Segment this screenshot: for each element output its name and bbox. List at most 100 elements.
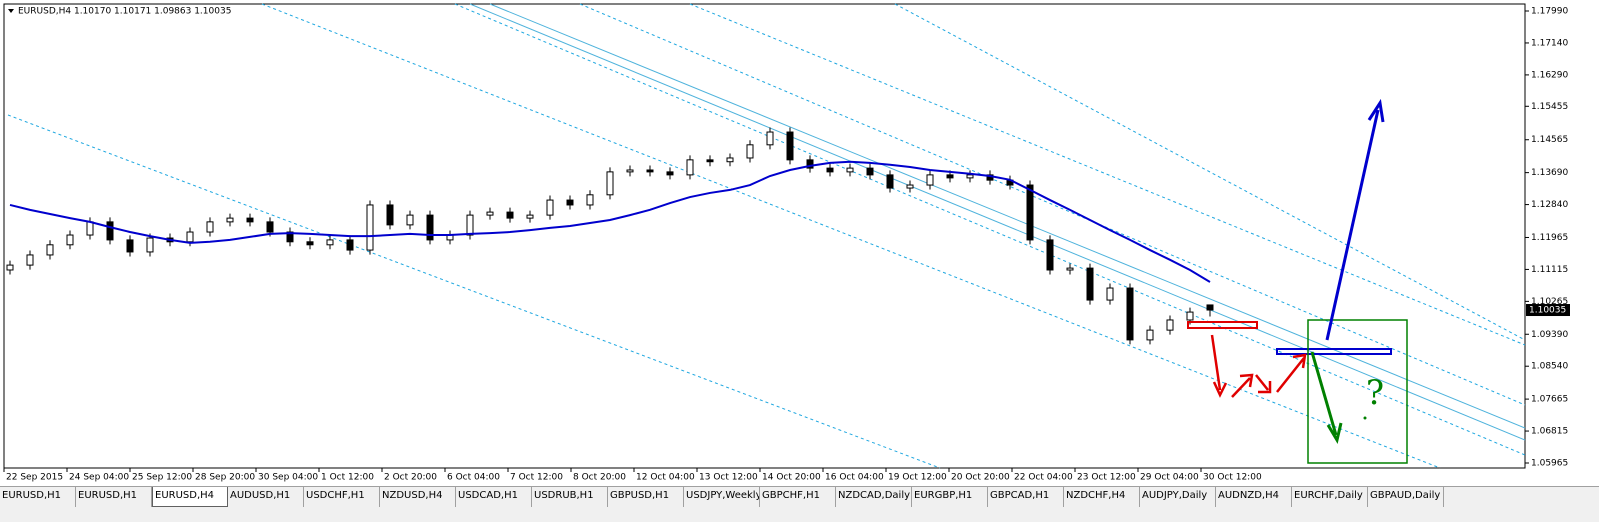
y-tick-label: 1.17990 [1531, 7, 1568, 17]
candle-body [146, 237, 154, 253]
x-tick-label: 6 Oct 04:00 [447, 473, 500, 483]
candle-body [526, 214, 534, 219]
dot [1363, 416, 1367, 420]
question-mark: ? [1366, 373, 1384, 413]
red-arrow [1231, 373, 1254, 398]
x-tick-label: 23 Oct 12:00 [1077, 473, 1136, 483]
x-tick-label: 24 Sep 04:00 [69, 473, 129, 483]
candle-body [606, 171, 614, 196]
x-tick-label: 14 Oct 20:00 [762, 473, 821, 483]
candle-body [366, 204, 374, 251]
x-tick-label: 12 Oct 04:00 [636, 473, 695, 483]
x-tick-label: 28 Sep 20:00 [195, 473, 255, 483]
red-arrow [1210, 334, 1228, 398]
y-tick-label: 1.15455 [1531, 102, 1568, 112]
x-tick-label: 30 Oct 12:00 [1203, 473, 1262, 483]
candle-body [246, 217, 254, 223]
chart-tab[interactable]: USDJPY,Weekly [684, 487, 760, 507]
y-tick-label: 1.09390 [1531, 330, 1568, 340]
chart-tab[interactable]: EURUSD,H4 [152, 487, 228, 507]
x-tick-label: 16 Oct 04:00 [825, 473, 884, 483]
x-tick-label: 30 Sep 04:00 [258, 473, 318, 483]
candle-body [386, 204, 394, 226]
candle-body [746, 144, 754, 159]
x-tick-label: 1 Oct 12:00 [321, 473, 374, 483]
chart-tab[interactable]: USDCHF,H1 [304, 487, 380, 507]
candle-body [26, 254, 34, 266]
candle-body [486, 211, 494, 216]
candle-body [1146, 329, 1154, 341]
x-tick-label: 20 Oct 20:00 [951, 473, 1010, 483]
y-tick-label: 1.08540 [1531, 362, 1568, 372]
candle-body [6, 264, 14, 271]
chart-tab[interactable]: AUDUSD,H1 [228, 487, 304, 507]
green-box [1307, 319, 1408, 464]
chart-tab[interactable]: GBPCHF,H1 [760, 487, 836, 507]
green-arrow [1310, 351, 1343, 444]
x-tick-label: 22 Sep 2015 [6, 473, 63, 483]
channel-lines [7, 3, 1526, 469]
candle-body [726, 157, 734, 163]
blue-arrow [1325, 98, 1385, 341]
candle-body [966, 174, 974, 179]
channel-line [689, 3, 1526, 346]
candle-body [426, 214, 434, 241]
x-tick-label: 13 Oct 12:00 [699, 473, 758, 483]
chart-tab[interactable]: EURUSD,H1 [76, 487, 152, 507]
x-tick-label: 25 Sep 12:00 [132, 473, 192, 483]
candle-body [1106, 287, 1114, 301]
candle-body [306, 241, 314, 246]
chart-tab[interactable]: EURUSD,H1 [0, 487, 76, 507]
chart-tab[interactable]: EURCHF,Daily [1292, 487, 1368, 507]
chart-tab[interactable]: NZDCAD,Daily [836, 487, 912, 507]
chart-tab[interactable]: GBPAUD,Daily [1368, 487, 1444, 507]
chart-tab[interactable]: USDRUB,H1 [532, 487, 608, 507]
candle-body [106, 221, 114, 241]
chart-tab[interactable]: EURGBP,H1 [912, 487, 988, 507]
current-price-box [1526, 304, 1570, 317]
y-tick-label: 1.17140 [1531, 38, 1568, 48]
blue-level [1276, 348, 1392, 355]
candle-body [786, 131, 794, 161]
candle-body [1046, 239, 1054, 271]
drawings [1187, 98, 1408, 464]
y-tick-label: 1.07665 [1531, 395, 1568, 405]
candle-body [906, 184, 914, 189]
channel-line [469, 3, 1526, 441]
chart-tab[interactable]: NZDUSD,H4 [380, 487, 456, 507]
chart-tab[interactable]: USDCAD,H1 [456, 487, 532, 507]
candle-body [586, 194, 594, 206]
candle-body [826, 167, 834, 173]
plot-frame [3, 3, 1526, 469]
x-tick-label: 7 Oct 12:00 [510, 473, 563, 483]
candle-body [1166, 319, 1174, 331]
candle-body [126, 239, 134, 253]
x-tick-label: 19 Oct 12:00 [888, 473, 947, 483]
x-tick-label: 8 Oct 20:00 [573, 473, 626, 483]
candle-body [546, 199, 554, 216]
candle-body [286, 231, 294, 243]
candle-body [466, 214, 474, 236]
chart-tab[interactable]: AUDNZD,H4 [1216, 487, 1292, 507]
chart-tab[interactable]: GBPCAD,H1 [988, 487, 1064, 507]
y-tick-label: 1.13690 [1531, 168, 1568, 178]
y-tick-label: 1.06815 [1531, 427, 1568, 437]
candle-body [46, 244, 54, 256]
y-tick-label: 1.14565 [1531, 135, 1568, 145]
y-tick-label: 1.11115 [1531, 265, 1568, 275]
red-level [1187, 321, 1258, 329]
candle-body [1026, 184, 1034, 241]
chart-tab[interactable]: GBPUSD,H1 [608, 487, 684, 507]
candle-body [206, 221, 214, 233]
candle-body [1066, 267, 1074, 271]
chart-tab[interactable]: NZDCHF,H4 [1064, 487, 1140, 507]
candle-body [1126, 287, 1134, 341]
red-arrow [1276, 353, 1307, 393]
candle-body [806, 159, 814, 169]
x-tick-label: 2 Oct 20:00 [384, 473, 437, 483]
chart-tab[interactable]: AUDJPY,Daily [1140, 487, 1216, 507]
red-arrow [1255, 374, 1272, 394]
candle-body [186, 231, 194, 243]
candle-body [66, 234, 74, 246]
